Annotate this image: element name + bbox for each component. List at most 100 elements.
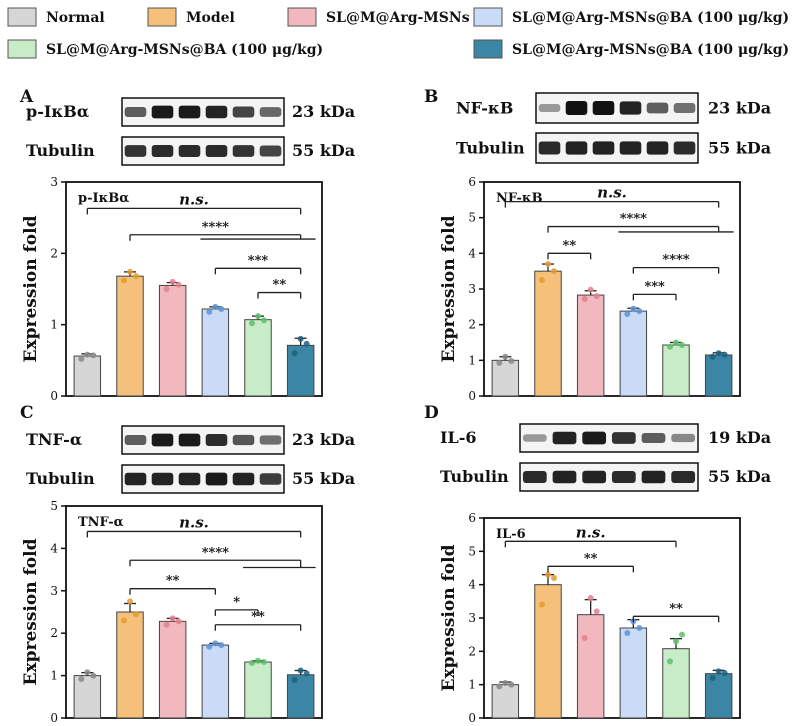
legend-item: SL@M@Arg-MSNs@BA (100 μg/kg) [473,39,789,59]
significance-label: **** [202,220,229,235]
panel-letter: A [19,87,34,107]
blot-band [232,145,255,157]
blot-box [121,464,285,494]
blot-label: p-IκBα [26,102,89,121]
blot-band [552,470,577,484]
y-tick-label: 3 [50,584,58,598]
data-point [84,351,91,358]
y-tick-label: 1 [468,353,476,367]
data-point [587,286,594,293]
significance-bracket: ** [632,601,720,623]
significance-bracket: **** [129,545,316,569]
blot-band [151,144,174,158]
data-point [78,675,85,682]
y-axis-label: Expression fold [439,544,459,691]
legend-swatch [147,7,177,27]
significance-bracket: ** [214,610,302,631]
blot-band [641,470,666,484]
blot-box [121,136,285,166]
blot-band [259,473,282,485]
y-tick-label: 2 [468,644,476,658]
chart-title: TNF-α [78,515,124,530]
chart-axes: 0 1 2 3 4 5 Expression fold TNF-α [21,499,323,725]
y-axis-label: Expression fold [439,215,459,362]
legend-label: Model [186,10,235,26]
blot-band [538,103,561,113]
panel-letter: D [424,403,439,423]
blot-band [646,141,669,155]
data-point [175,618,182,625]
plot-frame [483,517,741,719]
blot-band [151,433,174,447]
legend: Normal Model SL@M@Arg-MSNs SL@M@Arg-MSNs@BA… [7,7,789,59]
significance-bracket: **** [547,212,734,233]
significance-bracket: n.s. [86,190,302,215]
blot-band [673,141,696,155]
data-point [593,608,600,615]
significance-label: n.s. [179,513,209,531]
y-axis-label: Expression fold [21,215,41,362]
blot-box [121,97,285,127]
bar [576,614,605,719]
significance-bracket: ** [547,238,592,260]
blot-band [205,144,228,158]
data-point [297,667,304,674]
blot-band [259,145,282,157]
data-point [551,575,557,581]
bar [662,648,690,719]
data-point [721,351,728,358]
data-point [539,601,545,608]
blot-band [522,470,547,484]
y-tick-label: 5 [468,211,476,225]
blot-band [259,107,282,117]
legend-label: SL@M@Arg-MSNs@BA (100 μg/kg) [46,42,323,58]
data-point [667,658,673,665]
blot-band [259,435,282,445]
bar [576,294,605,397]
y-tick-label: 6 [468,511,476,525]
blot-band [124,434,147,446]
significance-bracket: *** [214,253,302,275]
legend-swatch [7,7,37,27]
data-point [630,305,637,312]
chart-axes: 0 1 2 3 Expression fold p-IκBα [21,175,323,403]
data-point [78,355,85,362]
blot-band [124,106,147,118]
data-point [212,303,219,310]
bar [244,319,272,397]
significance-bracket: n.s. [504,523,677,548]
blot-band [178,433,201,447]
bar [491,359,520,397]
data-point [721,670,728,676]
y-tick-label: 2 [50,246,58,260]
panel-letter: B [424,87,438,107]
y-tick-label: 4 [468,246,476,260]
significance-bracket: **** [129,220,316,241]
blot-label: Tubulin [440,467,509,486]
significance-label: ** [251,610,265,625]
y-tick-label: 1 [50,318,58,332]
panel-A: Ap-IκBα 23 kDa Tubulin 55 kDa 0 1 2 3 Expression… [19,87,355,403]
significance-label: **** [202,545,229,560]
blot-band [582,470,607,484]
significance-label: n.s. [576,523,606,541]
data-point [297,335,304,342]
legend-item: Normal [7,7,105,27]
blot-label: TNF-α [26,430,82,449]
data-point [508,358,515,365]
data-point [508,681,515,688]
data-point [212,640,219,647]
data-point [709,675,716,681]
blot-kda: 23 kDa [292,102,355,121]
legend-swatch [287,7,317,27]
significance-label: ** [669,601,683,616]
panel-B: B NF-κB 23 kDa Tubulin 55 kDa 0 1 2 3 4 5 6 Expressi… [424,87,771,403]
data-point [127,598,133,605]
western-blot-row: Tubulin 55 kDa [26,136,355,166]
blot-band [124,145,147,157]
data-point [496,359,503,366]
data-point [127,268,133,275]
data-point [90,672,97,679]
legend-item: SL@M@Arg-MSNs [287,7,470,27]
bar [116,275,144,397]
